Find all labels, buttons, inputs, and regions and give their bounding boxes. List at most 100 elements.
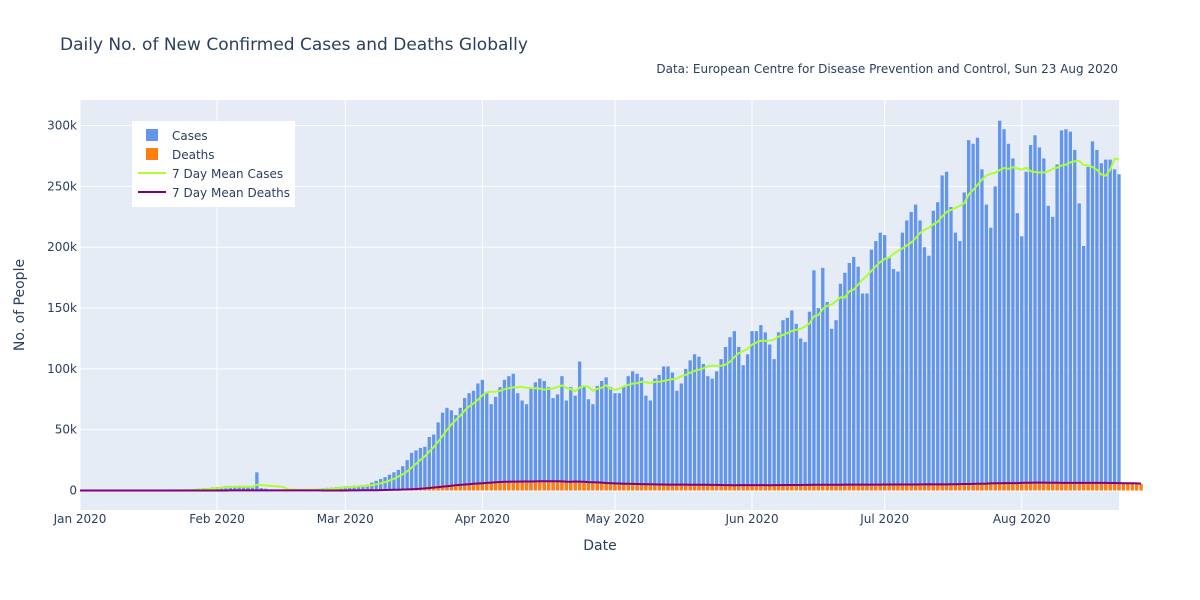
deaths-bar [604, 483, 608, 491]
deaths-bar [617, 484, 622, 491]
cases-bar [586, 399, 591, 491]
cases-bar [1051, 216, 1055, 491]
cases-bar [816, 308, 821, 491]
cases-bar [1033, 135, 1037, 491]
legend-label-mean-deaths[interactable]: 7 Day Mean Deaths [172, 186, 290, 200]
x-tick-label: Jul 2020 [859, 512, 909, 526]
cases-bar [604, 377, 608, 491]
deaths-bar [582, 482, 586, 491]
cases-bar [423, 446, 427, 491]
cases-bar [993, 186, 997, 491]
cases-bar [891, 269, 896, 491]
legend-swatch-cases[interactable] [146, 129, 158, 141]
cases-bar [409, 452, 414, 491]
cases-bar [1006, 143, 1011, 491]
cases-bar [608, 387, 613, 491]
deaths-bar [648, 484, 653, 491]
x-tick-label: Jun 2020 [724, 512, 778, 526]
deaths-bar [887, 484, 891, 491]
deaths-bar [502, 481, 507, 491]
cases-bar [737, 346, 741, 491]
deaths-bar [462, 483, 467, 491]
deaths-bar [631, 483, 635, 491]
cases-bar [1042, 158, 1046, 491]
deaths-bar [679, 484, 683, 491]
cases-bar [856, 266, 860, 491]
legend[interactable]: Cases Deaths 7 Day Mean Cases 7 Day Mean… [132, 121, 295, 207]
cases-bar [639, 377, 644, 491]
cases-bar [869, 249, 874, 491]
deaths-bar [772, 484, 776, 491]
deaths-bar [768, 484, 772, 491]
cases-bar [688, 360, 692, 491]
deaths-bar [723, 485, 728, 491]
deaths-bar [953, 483, 958, 491]
cases-bar [697, 356, 701, 491]
deaths-bar [546, 482, 551, 491]
cases-bar [476, 383, 480, 491]
x-tick-label: Apr 2020 [455, 512, 510, 526]
cases-bar [440, 412, 445, 491]
deaths-bar [869, 484, 874, 491]
deaths-bar [750, 485, 754, 491]
legend-label-cases[interactable]: Cases [172, 129, 208, 143]
x-tick-label: Jan 2020 [53, 512, 107, 526]
deaths-bar [719, 485, 723, 491]
deaths-bar [909, 484, 913, 491]
deaths-bar [1121, 483, 1126, 491]
cases-bar [1112, 169, 1117, 491]
x-tick-label: Aug 2020 [993, 512, 1051, 526]
deaths-bar [931, 484, 935, 491]
cases-bar [1108, 159, 1112, 491]
deaths-bar [967, 484, 971, 491]
deaths-bar [1130, 483, 1134, 491]
cases-bar [511, 373, 515, 491]
cases-bar [785, 317, 790, 491]
cases-bar [480, 379, 484, 491]
cases-bar [259, 488, 263, 491]
deaths-bar [613, 483, 617, 491]
deaths-bar [936, 484, 940, 491]
deaths-bar [799, 484, 803, 491]
deaths-bar [626, 483, 630, 491]
cases-bar [498, 387, 502, 491]
cases-bar [958, 241, 962, 491]
cases-bar [533, 382, 538, 491]
cases-bar [1077, 203, 1081, 491]
cases-bar [392, 472, 396, 491]
deaths-bar [692, 484, 697, 491]
deaths-bar [688, 484, 692, 491]
deaths-bar [551, 481, 555, 491]
cases-bar [626, 376, 630, 491]
legend-label-deaths[interactable]: Deaths [172, 148, 215, 162]
cases-bar [900, 232, 905, 491]
cases-bar [971, 143, 975, 491]
cases-bar [803, 342, 807, 491]
deaths-bar [980, 482, 984, 491]
cases-bar [754, 331, 759, 491]
deaths-bar [706, 484, 710, 491]
deaths-bar [874, 484, 878, 491]
deaths-bar [675, 484, 679, 491]
deaths-bar [1077, 482, 1081, 491]
cases-bar [352, 485, 356, 491]
y-tick-label: 150k [47, 301, 77, 315]
cases-bar [675, 390, 679, 491]
deaths-bar [1090, 482, 1095, 491]
chart-subtitle: Data: European Centre for Disease Preven… [656, 62, 1118, 76]
cases-bar [520, 400, 524, 491]
cases-bar [555, 394, 560, 491]
deaths-bar [896, 484, 900, 491]
deaths-bar [1002, 483, 1006, 491]
legend-label-mean-cases[interactable]: 7 Day Mean Cases [172, 167, 283, 181]
cases-bar [975, 137, 980, 491]
cases-bar [617, 393, 622, 491]
cases-bar [918, 220, 922, 491]
deaths-bar [949, 483, 953, 491]
legend-swatch-deaths[interactable] [146, 148, 158, 160]
cases-bar [701, 364, 706, 491]
cases-bar [913, 204, 918, 491]
deaths-bar [489, 481, 493, 491]
